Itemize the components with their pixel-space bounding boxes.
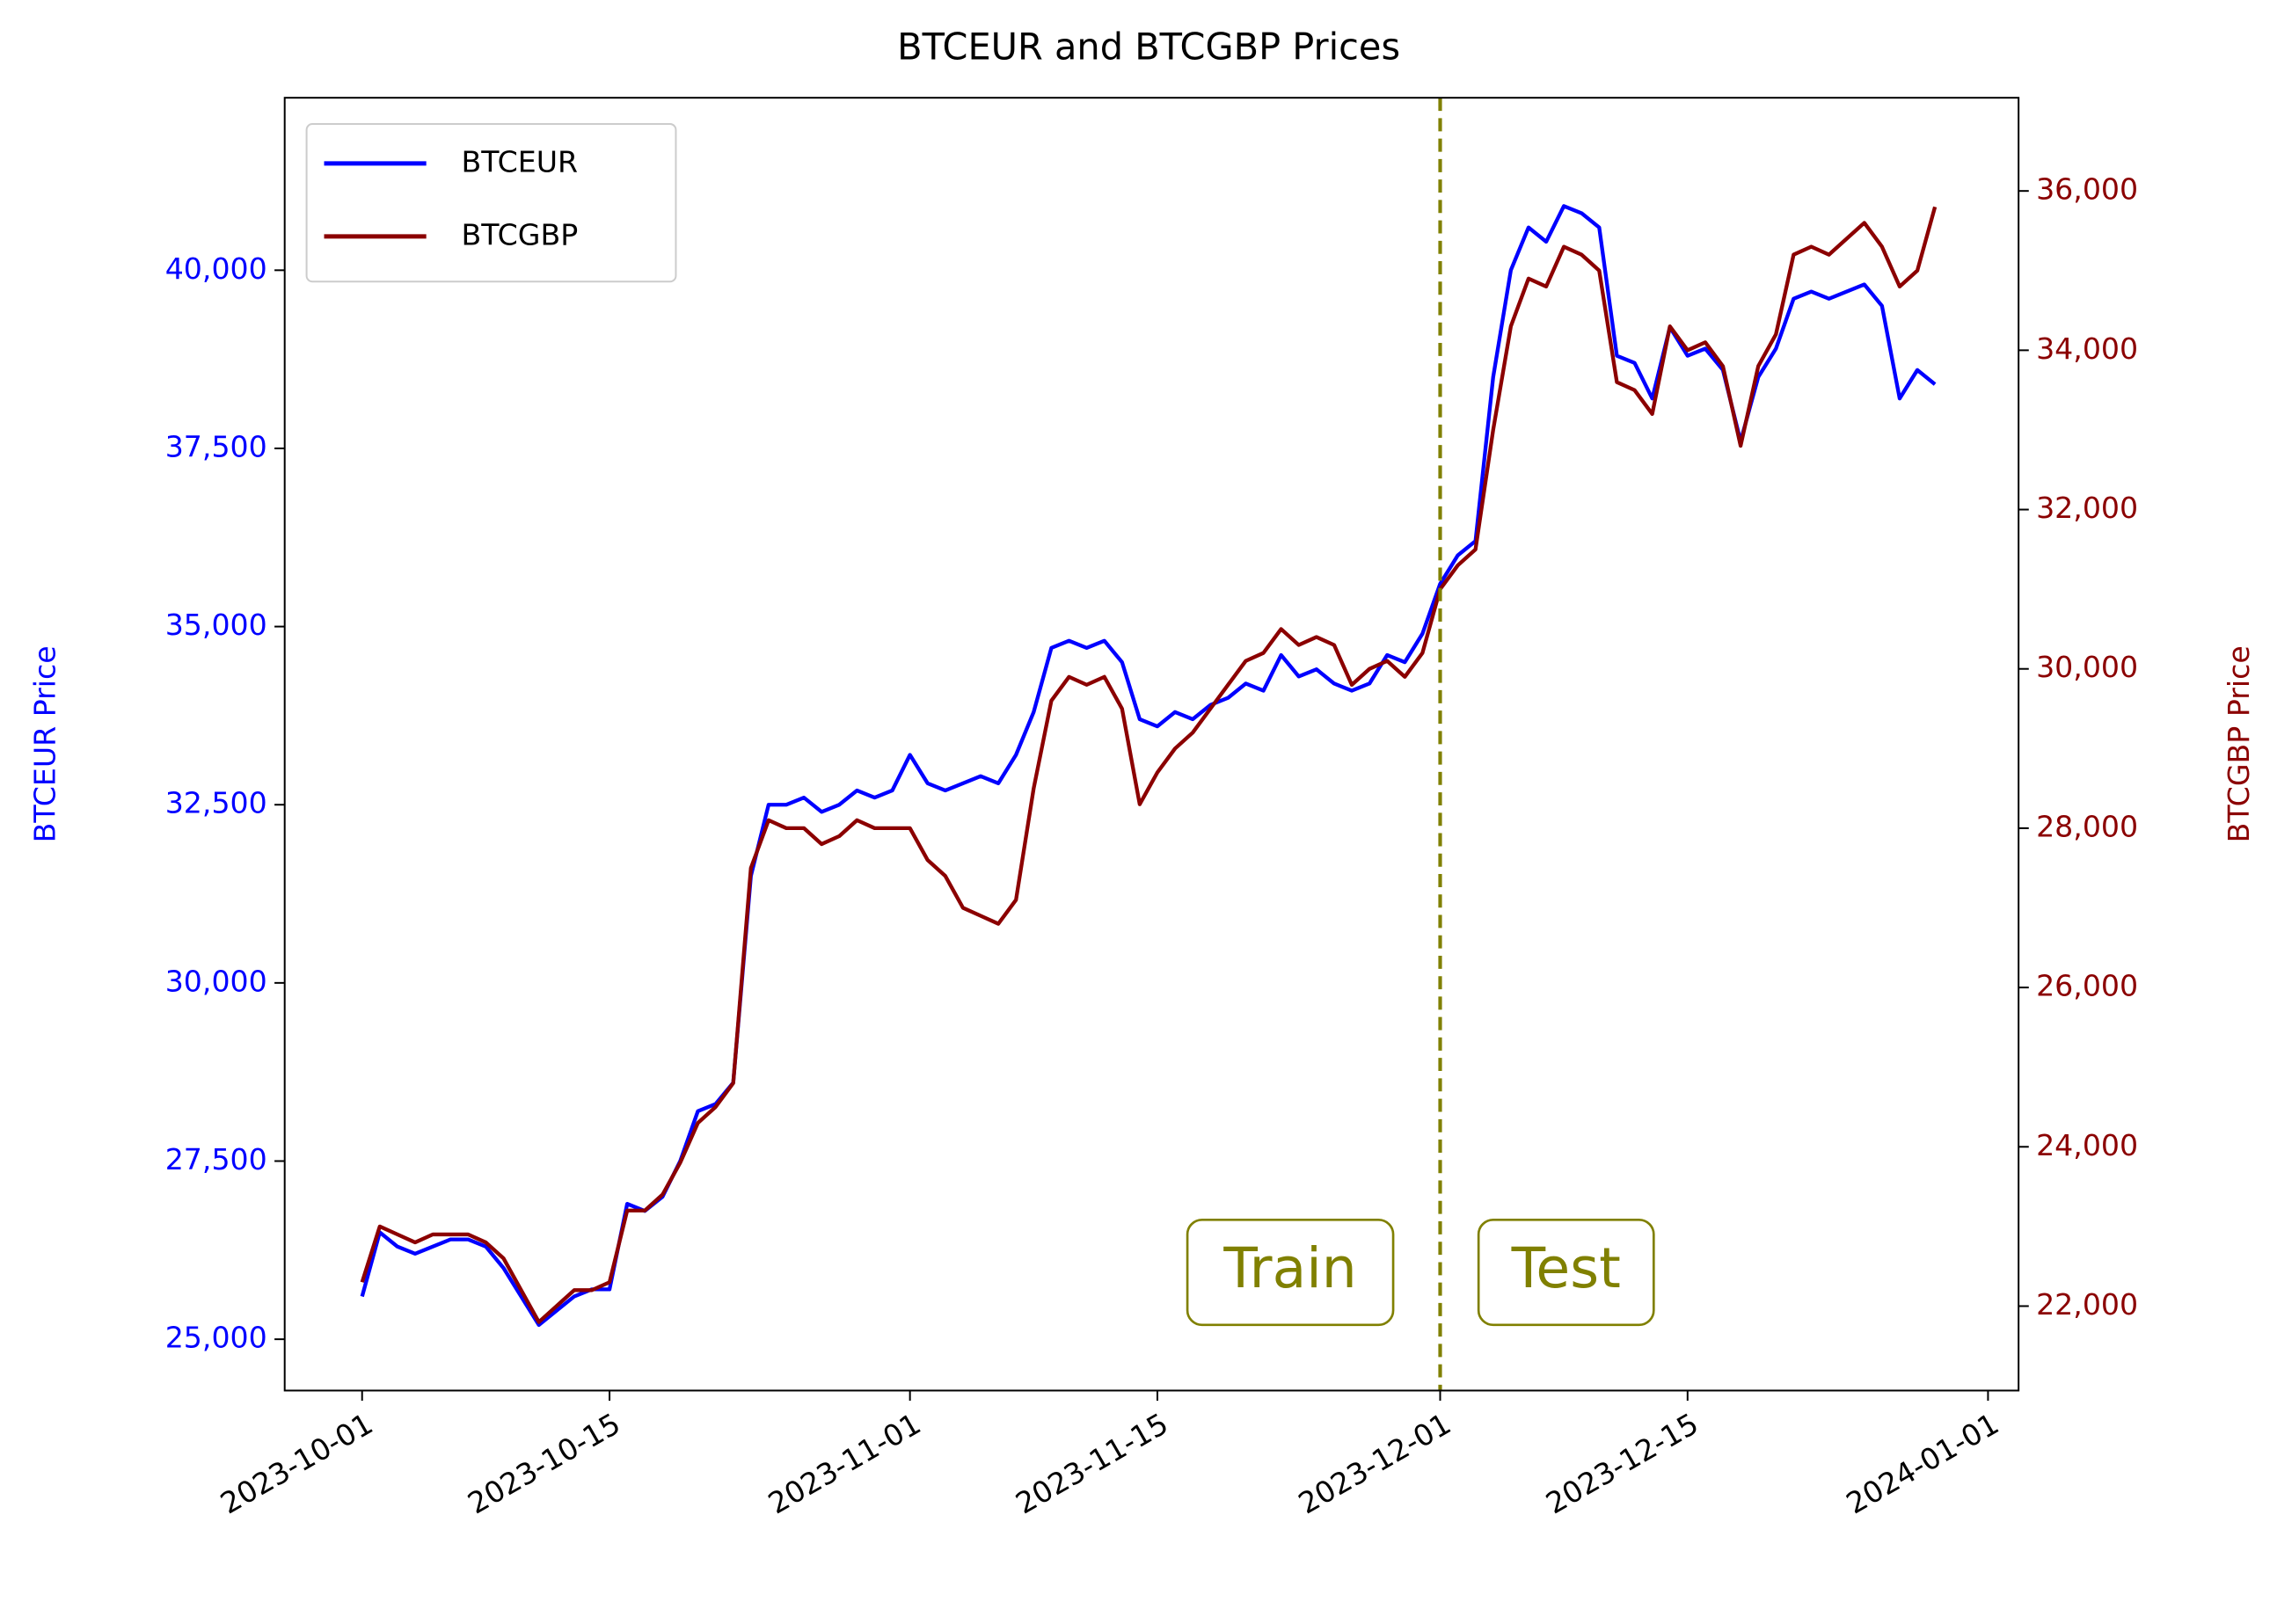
y-axis-label: BTCEUR Price — [28, 645, 62, 842]
y2-tick-label: 36,000 — [2036, 172, 2138, 207]
annotation-label: Train — [1222, 1235, 1356, 1300]
y2-tick-label: 26,000 — [2036, 969, 2138, 1003]
y2-tick-label: 30,000 — [2036, 650, 2138, 684]
y-tick-label: 37,500 — [165, 429, 267, 463]
y2-axis-label: BTCGBP Price — [2222, 645, 2256, 842]
y-tick-label: 30,000 — [165, 964, 267, 998]
chart-title: BTCEUR and BTCGBP Prices — [897, 25, 1400, 68]
x-tick-label: 2023-12-01 — [1293, 1406, 1456, 1520]
series-line — [360, 204, 1937, 1328]
y2-tick-label: 22,000 — [2036, 1287, 2138, 1322]
annotation-label: Test — [1511, 1235, 1621, 1300]
x-tick-label: 2023-11-15 — [1010, 1406, 1173, 1520]
annotation-box — [1477, 1218, 1655, 1327]
y-tick-label: 27,500 — [165, 1142, 267, 1176]
legend-label: BTCGBP — [462, 217, 579, 251]
x-tick-label: 2023-11-01 — [763, 1406, 926, 1520]
y-tick-label: 32,500 — [165, 786, 267, 820]
y-tick-label: 25,000 — [165, 1321, 267, 1355]
x-tick-label: 2023-12-15 — [1540, 1406, 1704, 1520]
y-tick-label: 40,000 — [165, 251, 267, 286]
plot-frame — [283, 97, 2020, 1392]
y2-tick-label: 24,000 — [2036, 1128, 2138, 1162]
y2-tick-label: 28,000 — [2036, 809, 2138, 843]
x-tick-label: 2024-01-01 — [1841, 1406, 2004, 1520]
x-tick-label: 2023-10-01 — [215, 1406, 378, 1520]
y-tick-label: 35,000 — [165, 608, 267, 642]
series-line — [360, 206, 1938, 1324]
y2-tick-label: 32,000 — [2036, 491, 2138, 525]
x-tick-label: 2023-10-15 — [462, 1406, 625, 1520]
y2-tick-label: 34,000 — [2036, 331, 2138, 366]
annotation-box — [1186, 1218, 1395, 1327]
legend-label: BTCEUR — [462, 144, 579, 178]
